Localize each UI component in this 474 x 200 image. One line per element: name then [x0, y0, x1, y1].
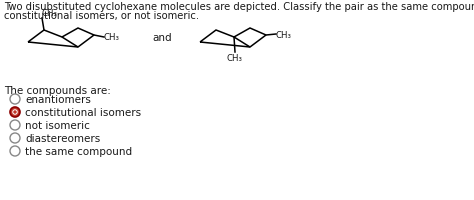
Text: constitutional isomers: constitutional isomers	[25, 107, 141, 117]
Text: not isomeric: not isomeric	[25, 120, 90, 130]
Circle shape	[12, 110, 18, 115]
Circle shape	[10, 107, 20, 117]
Text: constitutional isomers, or not isomeric.: constitutional isomers, or not isomeric.	[4, 11, 199, 21]
Text: the same compound: the same compound	[25, 146, 132, 156]
Text: and: and	[152, 33, 172, 43]
Text: The compounds are:: The compounds are:	[4, 86, 111, 96]
Text: CH₃: CH₃	[227, 54, 243, 63]
Circle shape	[13, 111, 17, 114]
Text: CH₃: CH₃	[104, 33, 120, 42]
Text: Two disubstituted cyclohexane molecules are depicted. Classify the pair as the s: Two disubstituted cyclohexane molecules …	[4, 2, 474, 12]
Text: enantiomers: enantiomers	[25, 95, 91, 104]
Text: CH₃: CH₃	[42, 9, 58, 18]
Text: CH₃: CH₃	[276, 30, 292, 39]
Text: diastereomers: diastereomers	[25, 133, 100, 143]
